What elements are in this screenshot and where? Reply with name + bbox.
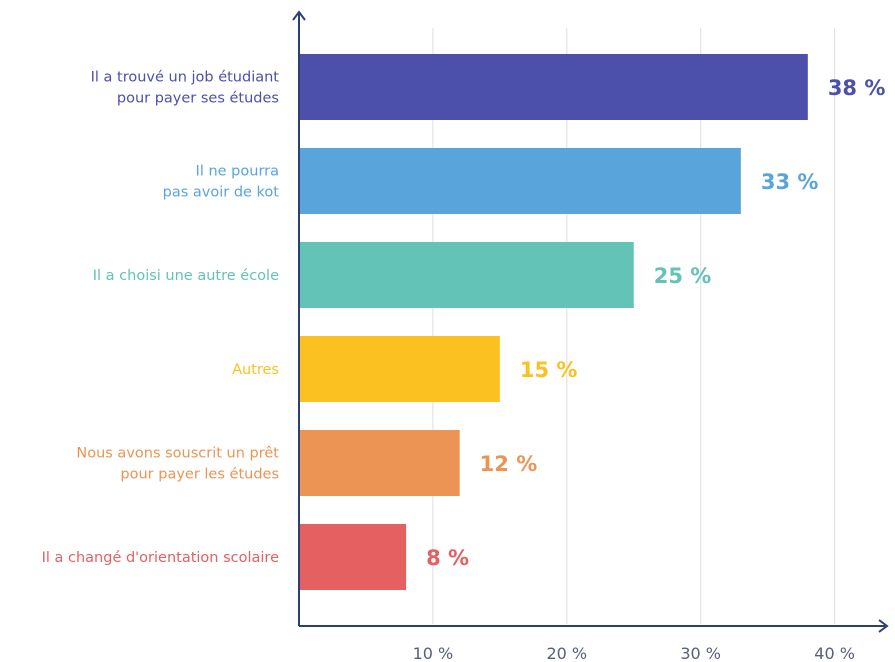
category-label-line: Autres — [232, 362, 279, 378]
y-axis-arrow-icon — [292, 10, 306, 21]
value-label-4: 15 % — [520, 358, 578, 382]
grid-lines — [432, 28, 836, 624]
axes — [292, 10, 889, 633]
bar-3 — [300, 242, 634, 308]
value-label-1: 38 % — [828, 76, 886, 100]
category-label-line: pour payer les études — [120, 467, 279, 483]
value-label-2: 33 % — [761, 170, 819, 194]
category-label-line: Il ne pourra — [196, 164, 279, 180]
category-labels: Il a trouvé un job étudiant pour payer se… — [42, 70, 280, 567]
bar-2 — [300, 148, 741, 214]
x-tick-label-20: 20 % — [546, 644, 587, 662]
bar-5 — [300, 430, 460, 496]
category-label-line: Nous avons souscrit un prêt — [76, 446, 279, 462]
x-tick-labels: 10 % 20 % 30 % 40 % — [413, 644, 855, 662]
x-tick-label-30: 30 % — [680, 644, 721, 662]
bar-4 — [300, 336, 500, 402]
x-tick-label-10: 10 % — [413, 644, 454, 662]
category-label-line: Il a choisi une autre école — [93, 268, 279, 284]
category-label-3: Il a choisi une autre école — [93, 268, 279, 284]
category-label-line: pour payer ses études — [117, 91, 279, 107]
category-label-line: Il a changé d'orientation scolaire — [42, 550, 279, 566]
bar-1 — [300, 54, 808, 120]
value-labels: 38 % 33 % 25 % 15 % 12 % 8 % — [426, 76, 885, 570]
value-label-5: 12 % — [480, 452, 538, 476]
value-label-3: 25 % — [654, 264, 712, 288]
category-label-1: Il a trouvé un job étudiant pour payer se… — [91, 70, 280, 107]
x-axis-arrow-icon — [878, 619, 889, 633]
category-label-6: Il a changé d'orientation scolaire — [42, 550, 279, 566]
bar-6 — [300, 524, 407, 590]
category-label-5: Nous avons souscrit un prêt pour payer le… — [76, 446, 279, 483]
category-label-line: Il a trouvé un job étudiant — [91, 70, 280, 86]
x-tick-label-40: 40 % — [814, 644, 855, 662]
value-label-6: 8 % — [426, 546, 469, 570]
category-label-line: pas avoir de kot — [163, 185, 280, 201]
category-label-2: Il ne pourra pas avoir de kot — [163, 164, 280, 201]
bars — [300, 54, 808, 590]
category-label-4: Autres — [232, 362, 279, 378]
